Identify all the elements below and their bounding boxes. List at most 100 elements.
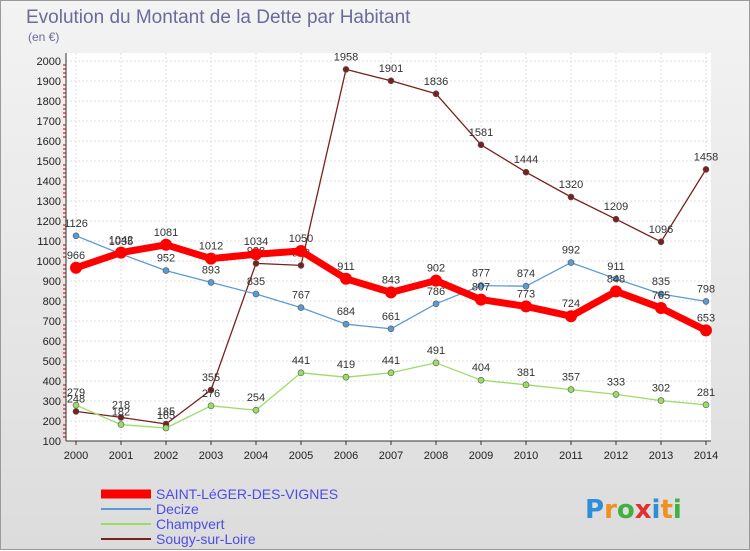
data-point [387,77,395,85]
data-point [72,401,80,409]
data-label: 1012 [199,241,223,253]
data-point [565,310,577,323]
logo-letter: o [617,495,635,525]
y-tick-label: 800 [43,296,61,308]
data-label: 182 [112,407,130,419]
data-label: 724 [562,298,580,310]
data-label: 902 [427,263,445,275]
y-tick-label: 400 [43,376,61,388]
data-point [342,373,350,381]
x-tick-label: 2012 [604,450,628,462]
data-point [387,325,395,333]
data-point [252,406,260,414]
data-point [475,293,487,306]
data-point [430,274,442,287]
data-point [567,386,575,393]
data-label: 419 [337,359,355,371]
data-point [205,252,217,265]
data-point [207,386,215,394]
x-tick-label: 2003 [199,450,223,462]
y-tick-label: 1400 [37,176,61,188]
legend-label: SAINT-LéGER-DES-VIGNES [156,486,338,502]
legend: SAINT-LéGER-DES-VIGNESDecizeChampvertSou… [101,486,338,547]
data-label: 281 [697,387,715,399]
data-point [207,402,215,410]
x-tick-label: 2008 [424,450,448,462]
y-tick-label: 1000 [37,256,61,268]
logo-letter: i [673,495,682,525]
data-point [612,215,620,223]
data-label: 165 [157,410,175,422]
data-label: 911 [607,261,625,273]
data-point [250,248,262,261]
data-point [70,261,82,274]
y-tick-label: 1700 [37,116,61,128]
x-tick-label: 2005 [289,450,313,462]
series-decize: 1126 1035 952 893 835 767 684 661 786 877 874 992 91… [64,218,715,333]
data-point [72,408,80,415]
y-tick-label: 1100 [37,236,61,248]
data-label: 893 [202,264,220,276]
x-tick-label: 2001 [109,450,133,462]
x-tick-label: 2010 [514,450,538,462]
data-label: 684 [337,306,355,318]
data-point [655,302,667,314]
data-label: 302 [652,383,670,395]
data-point [702,298,710,305]
data-label: 767 [292,290,310,302]
legend-label: Decize [156,501,199,517]
data-label: 333 [607,376,625,388]
data-label: 1035 [109,236,133,248]
data-point [342,66,350,73]
data-label: 661 [382,311,400,323]
y-tick-label: 1500 [37,156,61,168]
data-point [340,272,352,285]
data-label: 491 [427,345,445,357]
data-label: 1901 [379,63,403,75]
data-label: 1581 [469,127,493,139]
data-label: 966 [67,250,85,262]
data-label: 381 [517,367,535,379]
x-tick-label: 2004 [244,450,268,462]
data-label: 807 [472,282,490,294]
data-label: 276 [202,388,220,400]
data-label: 874 [517,268,535,280]
data-label: 765 [652,290,670,302]
data-label: 1042 [109,235,133,247]
y-tick-label: 300 [43,396,61,408]
data-label: 248 [67,393,85,405]
data-point [612,391,620,398]
data-label: 1081 [154,227,178,239]
axes: 1002003004005006007008009001000110012001… [37,53,718,462]
series-saint-l-ger-des-vignes: 966 1042 1081 1012 1034 1050 911 843 902 807 773 72… [67,227,715,337]
data-point [295,245,307,257]
data-label: 843 [382,274,400,286]
x-tick-label: 2009 [469,450,493,462]
series-layer: 2482181853559889781958190118361581144413… [64,51,718,432]
data-point [477,376,485,384]
data-label: 1836 [424,76,448,88]
y-tick-label: 700 [43,316,61,328]
data-point [657,397,665,404]
data-label: 1050 [289,233,313,245]
data-point [522,168,530,176]
logo-letter: x [635,495,652,525]
data-label: 1126 [64,218,88,230]
data-point [432,90,440,98]
data-label: 835 [247,276,265,288]
data-label: 1320 [559,179,583,191]
x-tick-label: 2007 [379,450,403,462]
data-label: 877 [472,268,490,280]
proxiti-logo: Proxiti [585,495,682,525]
legend-label: Champvert [156,516,225,532]
data-point [702,166,710,173]
data-label: 441 [292,355,310,367]
data-label: 786 [427,286,445,298]
series-champvert: 279 182 165 276 254 441 419 441 491 404 381 357 333 3… [67,345,715,432]
x-tick-label: 2011 [559,450,583,462]
y-tick-label: 1800 [37,96,61,108]
y-tick-label: 1900 [37,76,61,88]
data-label: 911 [337,261,355,273]
y-tick-label: 900 [43,276,61,288]
